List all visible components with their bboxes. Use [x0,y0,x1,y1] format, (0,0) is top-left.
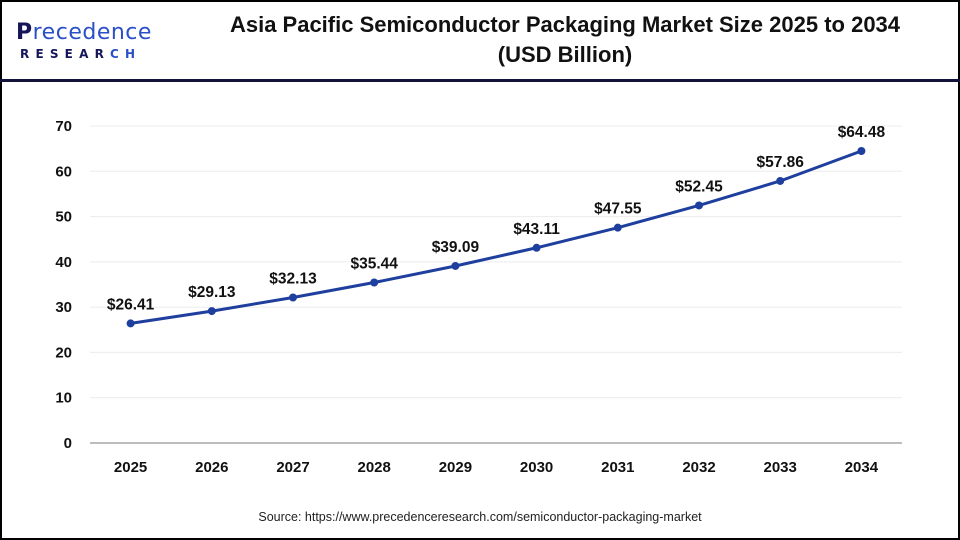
y-tick-label: 60 [55,163,72,180]
data-label: $35.44 [350,256,398,273]
gridlines [90,125,902,399]
logo-leaf-p-icon: P [16,20,33,45]
data-labels: $26.41 $29.13 $32.13 $35.44 $39.09 $43.11 $47.… [107,124,886,313]
x-tick-label: 2033 [764,459,797,476]
logo-wordmark: Precedence [16,20,152,45]
header-separator [0,79,960,82]
data-point-marker [695,201,703,210]
data-point-marker [126,319,135,328]
data-label: $64.48 [838,124,886,141]
logo-top-text: recedence [32,20,152,45]
data-label: $32.13 [269,270,317,287]
y-tick-label: 0 [64,435,72,452]
data-point-marker [613,223,622,232]
x-axis: 2025 2026 2027 2028 2029 2030 2031 2032 2033 2034 [90,442,902,476]
data-label: $57.86 [756,154,804,171]
x-tick-label: 2030 [520,459,553,476]
y-tick-label: 40 [55,254,72,271]
y-tick-label: 30 [55,299,72,316]
data-label: $47.55 [594,201,642,218]
data-point-marker [451,261,460,270]
logo-subtext: RESEARCH [20,47,142,61]
chart-title: Asia Pacific Semiconductor Packaging Mar… [180,10,950,70]
y-tick-label: 70 [55,118,72,135]
x-tick-label: 2034 [845,459,879,476]
chart-title-line1: Asia Pacific Semiconductor Packaging Mar… [229,12,901,37]
x-tick-label: 2032 [682,459,715,476]
y-tick-label: 20 [55,344,72,361]
data-point-marker [370,278,379,287]
precedence-research-logo: Precedence RESEARCH [16,20,166,66]
data-point-marker [857,146,866,155]
chart-title-line2: (USD Billion) [497,42,633,67]
y-tick-label: 50 [55,209,72,226]
data-point-marker [289,293,297,302]
y-tick-label: 10 [55,390,72,407]
x-tick-label: 2029 [439,459,472,476]
data-label: $52.45 [675,178,723,195]
data-point-marker [776,176,785,185]
data-label: $26.41 [107,296,155,313]
source-note: Source: https://www.precedenceresearch.c… [258,510,702,524]
y-axis: 0 10 20 30 40 50 60 70 [55,118,72,452]
data-label: $43.11 [513,221,560,238]
x-tick-label: 2027 [276,459,309,476]
x-tick-label: 2025 [114,459,147,476]
data-label: $39.09 [432,239,480,256]
data-point-marker [207,307,216,316]
series-line [129,149,863,325]
x-tick-label: 2028 [358,459,391,476]
x-tick-label: 2026 [195,459,228,476]
data-point-marker [532,243,541,252]
x-tick-label: 2031 [601,459,634,476]
data-markers [126,146,866,328]
data-label: $29.13 [188,284,236,301]
